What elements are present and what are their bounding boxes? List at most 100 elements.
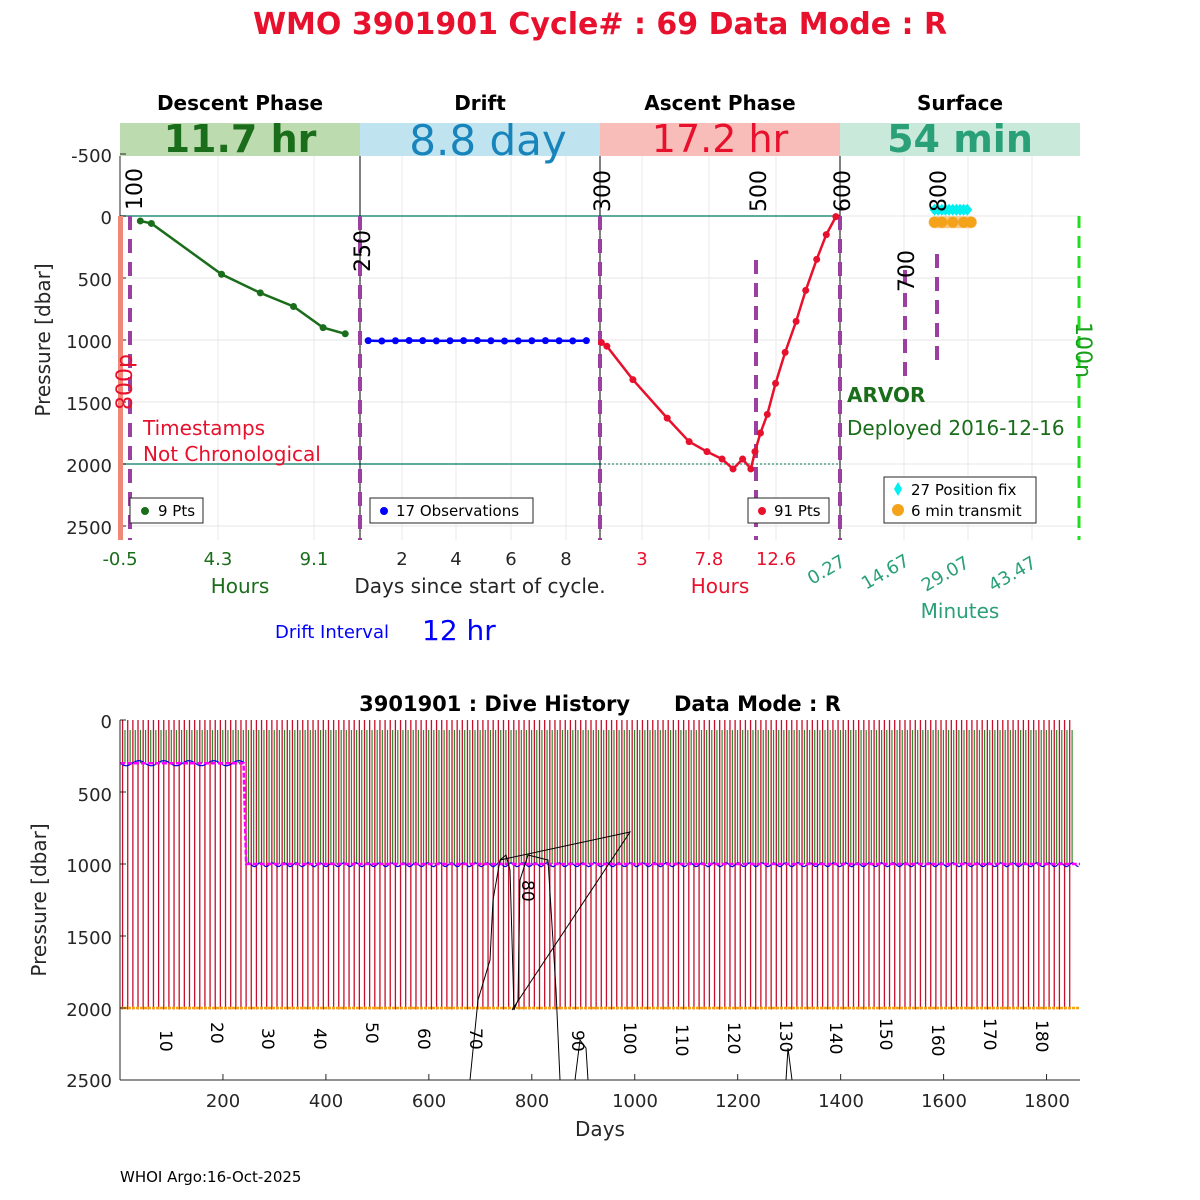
data-point [319, 324, 327, 332]
x-tick-label: 7.8 [695, 549, 724, 570]
data-point [756, 429, 764, 437]
x-tick-label: 1200 [715, 1091, 761, 1112]
x-tick-label: 6 [505, 549, 516, 570]
data-point [473, 336, 481, 344]
data-point [147, 219, 155, 227]
cycle-label: 140 [825, 1022, 845, 1054]
data-point [514, 337, 522, 345]
data-point [419, 337, 427, 345]
bottom-y-axis-label: Pressure [dbar] [27, 823, 51, 976]
data-point [487, 337, 495, 345]
marker-label-100: 100 [123, 168, 148, 210]
data-point [832, 213, 840, 221]
marker-label-250: 250 [351, 230, 376, 272]
x-tick-label: 400 [309, 1091, 343, 1112]
duration-descent: 11.7 hr [164, 117, 317, 161]
data-point [792, 317, 800, 325]
note-line-2: Not Chronological [143, 442, 321, 466]
x-tick-label: 1000 [612, 1091, 658, 1112]
y-tick-label: 2500 [66, 518, 112, 539]
phase-title-drift: Drift [454, 91, 506, 115]
marker-label-500: 500 [747, 170, 772, 212]
y-tick-label: -500 [71, 146, 112, 167]
drift-x-label: Days since start of cycle. [354, 574, 605, 598]
data-point [603, 342, 611, 350]
phase-title-descent: Descent Phase [157, 91, 323, 115]
bottom-x-axis-label: Days [575, 1117, 625, 1141]
x-tick-label: 4 [450, 549, 461, 570]
data-point [378, 337, 386, 345]
bottom-data [119, 720, 1080, 1081]
x-tick-label: 1800 [1024, 1091, 1070, 1112]
legend-marker [894, 482, 902, 496]
duration-drift: 8.8 day [409, 116, 566, 165]
data-point [218, 270, 226, 278]
bottom-x-ticks: 200 400 600 800 1000 1200 1400 1600 1800 [206, 1091, 1070, 1112]
cycle-label: 100 [619, 1022, 639, 1054]
y-tick-label: 2000 [66, 1000, 112, 1021]
ascent-x-ticks: 3 7.8 12.6 [636, 549, 796, 570]
legend-label: 91 Pts [774, 502, 821, 520]
x-tick-label: 3 [636, 549, 647, 570]
surface-x-ticks: 0.27 14.67 29.07 43.47 [804, 550, 1040, 596]
cycle-label: 120 [723, 1022, 743, 1054]
data-point [629, 376, 637, 384]
cycle-label: 40 [309, 1028, 329, 1050]
x-tick-label: 4.3 [204, 549, 233, 570]
data-point [341, 330, 349, 338]
cycle-label: 30 [257, 1028, 277, 1050]
data-point [364, 337, 372, 345]
phase-title-ascent: Ascent Phase [644, 91, 795, 115]
x-tick-label: 0.27 [804, 551, 849, 589]
trajectory-trace [785, 1047, 793, 1081]
cycle-label: 50 [361, 1022, 381, 1044]
data-point [528, 337, 536, 345]
marker-label-100n: 100n [1070, 322, 1095, 378]
descent-x-ticks: -0.5 4.3 9.1 [102, 549, 328, 570]
legend-label: 9 Pts [158, 502, 195, 520]
cycle-label: 150 [875, 1018, 895, 1050]
cycle-label: 20 [206, 1022, 226, 1044]
data-point [290, 303, 298, 311]
legend-marker [380, 507, 388, 515]
surface-x-label: Minutes [921, 599, 1000, 623]
x-tick-label: 8 [560, 549, 571, 570]
transmit-point [936, 216, 948, 228]
pressure-markers: 100 250 300 500 600 700 800 800p 100n [113, 168, 1095, 410]
legend-marker [758, 507, 766, 515]
series-line [600, 216, 837, 472]
bottom-chart-title: 3901901 : Dive History Data Mode : R [359, 692, 841, 716]
cycle-label: 170 [979, 1018, 999, 1050]
duration-band-descent [120, 123, 360, 156]
y-tick-label: 1500 [66, 394, 112, 415]
legend-ascent: 91 Pts [747, 497, 830, 524]
data-point [751, 448, 759, 456]
trajectory-trace [469, 854, 561, 1081]
legend-label: 17 Observations [396, 502, 519, 520]
data-point [772, 379, 780, 387]
y-tick-label: 1000 [66, 856, 112, 877]
legend-descent: 9 Pts [129, 497, 204, 524]
data-point [391, 337, 399, 345]
data-point [541, 337, 549, 345]
legend-marker [892, 504, 904, 516]
cycle-labels: 10 20 30 40 50 60 70 80 90 100 110 120 1… [155, 880, 1051, 1056]
x-tick-label: 9.1 [300, 549, 329, 570]
data-point [446, 337, 454, 345]
y-tick-label: 0 [101, 208, 112, 229]
cycle-label: 70 [465, 1028, 485, 1050]
transmit-point [965, 216, 977, 228]
top-y-axis-label: Pressure [dbar] [31, 263, 55, 416]
data-point [136, 217, 144, 225]
position-fix-point [962, 203, 973, 216]
top-y-ticks: -500 0 500 1000 1500 2000 2500 [66, 146, 112, 539]
drift-interval-label: Drift Interval [275, 622, 389, 643]
figure-title: WMO 3901901 Cycle# : 69 Data Mode : R [253, 7, 947, 42]
descent-x-label: Hours [211, 574, 270, 598]
x-tick-label: 1400 [818, 1091, 864, 1112]
data-point [405, 336, 413, 344]
note-line-1: Timestamps [142, 416, 265, 440]
cycle-label: 180 [1031, 1020, 1051, 1052]
marker-label-800: 800 [927, 170, 952, 212]
